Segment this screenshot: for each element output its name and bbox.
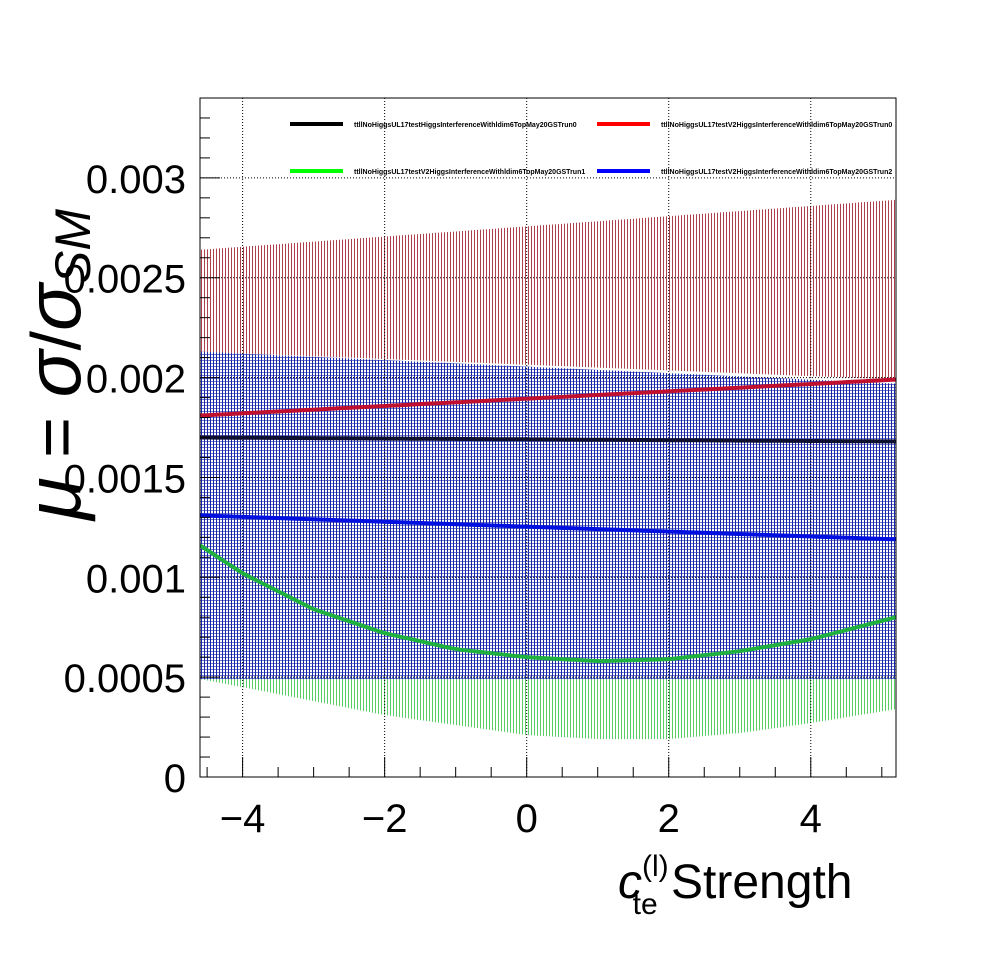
y-tick-label: 0 <box>164 757 186 801</box>
y-axis-title: μ = σ/σSM <box>9 209 101 522</box>
series-line-1 <box>200 377 896 418</box>
legend-label: ttllNoHiggsUL17testHiggsInterferenceWith… <box>354 122 577 129</box>
x-tick-label: 0 <box>516 797 538 841</box>
series-line-0 <box>200 435 896 444</box>
x-axis-subscript: te <box>633 888 658 921</box>
x-tick-label: −4 <box>220 797 266 841</box>
y-tick-label: 0.003 <box>86 158 186 202</box>
y-tick-label: 0.0015 <box>64 457 186 501</box>
y-tick-label: 0.0025 <box>64 258 186 302</box>
legend-label: ttllNoHiggsUL17testV2HiggsInterferenceWi… <box>354 169 585 176</box>
legend-label: ttllNoHiggsUL17testV2HiggsInterferenceWi… <box>661 122 892 129</box>
x-axis-superscript: (l) <box>642 850 669 883</box>
legend-label: ttllNoHiggsUL17testV2HiggsInterferenceWi… <box>661 169 892 176</box>
y-tick-labels: 0 0.0005 0.001 0.0015 0.002 0.0025 0.003 <box>64 158 186 801</box>
uncertainty-bands <box>200 199 896 740</box>
legend: ttllNoHiggsUL17testHiggsInterferenceWith… <box>290 122 892 176</box>
series-line-2 <box>200 543 896 664</box>
axis-ticks <box>200 97 883 778</box>
series-line-3 <box>200 513 896 542</box>
series-lines <box>200 377 896 664</box>
x-tick-label: 4 <box>800 797 822 841</box>
x-tick-label: 2 <box>658 797 680 841</box>
band-series-3 <box>200 351 896 680</box>
y-tick-label: 0.0005 <box>64 657 186 701</box>
y-axis-sm: SM <box>45 209 101 284</box>
x-axis-title: c(l) te Strength <box>618 850 852 921</box>
y-axis-slash: / <box>17 330 95 350</box>
band-series-2 <box>200 679 896 740</box>
y-axis-sigma: σ <box>9 347 97 397</box>
y-axis-sigma-sm: σ <box>9 281 97 331</box>
band-series-1 <box>200 199 896 380</box>
x-axis-suffix: Strength <box>658 856 853 909</box>
y-axis-mu: μ <box>9 477 97 522</box>
x-tick-labels: −4 −2 0 2 4 <box>220 797 822 841</box>
y-tick-label: 0.001 <box>86 557 186 601</box>
x-tick-label: −2 <box>362 797 408 841</box>
y-tick-label: 0.002 <box>86 358 186 402</box>
y-axis-equals: = <box>17 397 95 477</box>
x-axis-symbol: c <box>618 856 642 909</box>
